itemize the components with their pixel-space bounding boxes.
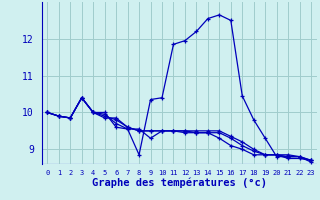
X-axis label: Graphe des températures (°c): Graphe des températures (°c) xyxy=(92,178,267,188)
